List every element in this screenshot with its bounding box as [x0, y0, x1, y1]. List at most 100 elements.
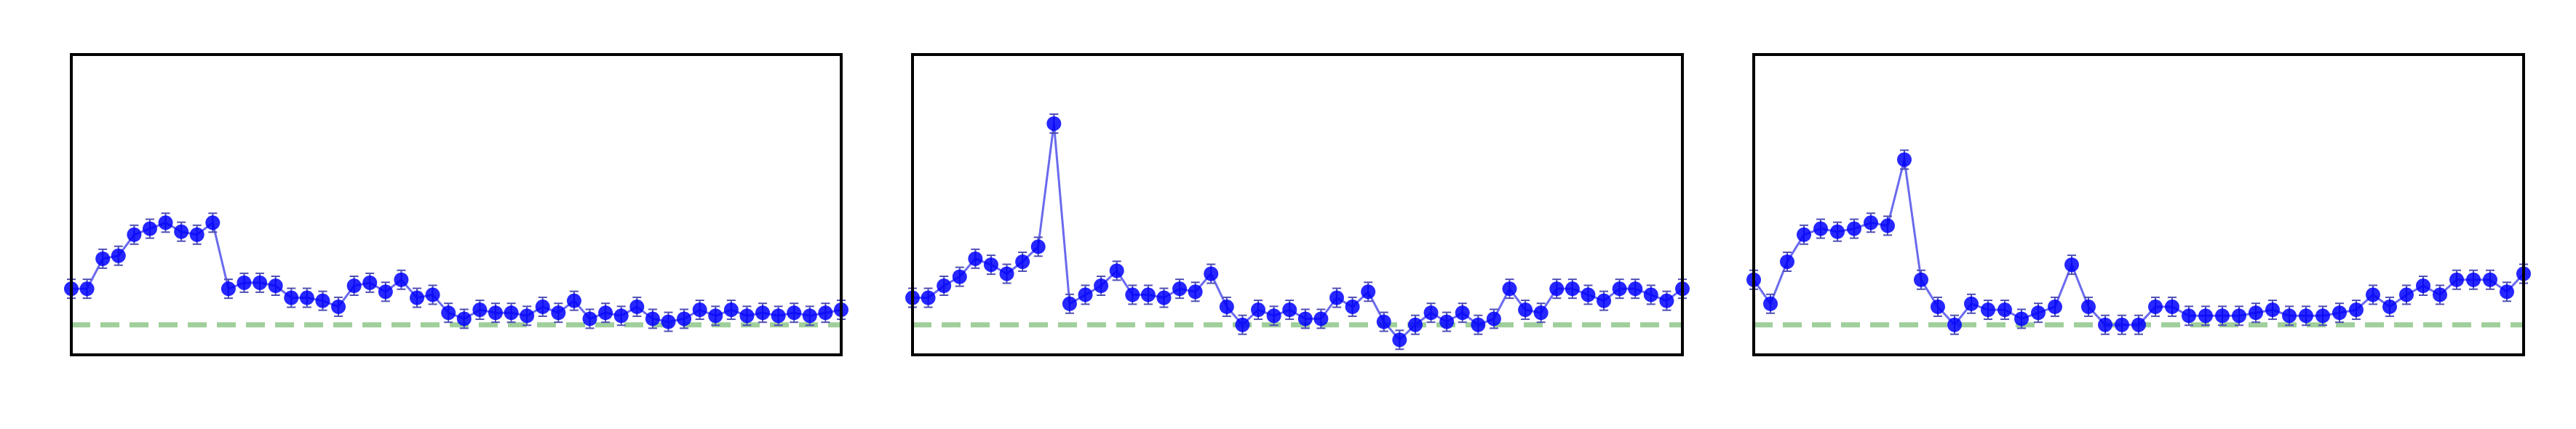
- data-point: [425, 287, 440, 302]
- data-point: [1847, 221, 1861, 236]
- data-point: [1830, 224, 1845, 239]
- data-point: [95, 251, 111, 266]
- data-point: [1518, 302, 1533, 318]
- data-point: [771, 308, 786, 324]
- data-point: [692, 302, 707, 318]
- data-point: [1329, 290, 1344, 305]
- data-point: [723, 302, 739, 318]
- data-point: [1062, 296, 1077, 311]
- data-point: [2048, 299, 2062, 314]
- data-point: [236, 275, 252, 290]
- data-point: [1266, 308, 1281, 324]
- data-point: [1140, 287, 1156, 302]
- axes-frame: [911, 53, 1684, 356]
- data-point: [2349, 302, 2364, 318]
- data-point: [1407, 317, 1423, 332]
- data-point: [362, 275, 378, 290]
- data-point: [410, 290, 425, 305]
- data-point: [127, 227, 142, 242]
- data-point: [1471, 317, 1486, 332]
- data-point: [331, 299, 346, 314]
- data-point: [2014, 311, 2029, 326]
- data-point: [2399, 287, 2414, 302]
- data-point: [488, 305, 503, 321]
- data-point: [284, 290, 299, 305]
- data-point: [2215, 308, 2230, 324]
- data-point: [598, 305, 613, 321]
- data-point: [111, 248, 126, 263]
- panel-3: [1746, 53, 2531, 356]
- data-point: [1156, 290, 1172, 305]
- data-point: [2265, 302, 2280, 318]
- axes-frame: [70, 53, 843, 356]
- data-point: [1981, 302, 1995, 318]
- data-point: [1376, 314, 1391, 329]
- data-point: [1612, 281, 1627, 297]
- data-point: [802, 308, 817, 324]
- data-point: [2182, 308, 2196, 324]
- data-point: [755, 305, 771, 321]
- data-point: [1643, 287, 1658, 302]
- data-point: [2466, 272, 2481, 287]
- data-point: [520, 308, 535, 324]
- data-point: [613, 308, 629, 324]
- data-point: [2232, 308, 2246, 324]
- data-point: [1581, 287, 1596, 302]
- data-point: [937, 278, 952, 294]
- data-point: [1931, 299, 1945, 314]
- data-point: [2483, 272, 2497, 287]
- data-point: [441, 305, 456, 321]
- data-point: [1046, 116, 1062, 131]
- data-point: [2433, 287, 2447, 302]
- data-point: [2416, 278, 2430, 294]
- data-point: [189, 227, 204, 242]
- data-point: [1078, 287, 1093, 302]
- data-point: [1345, 299, 1360, 314]
- data-point: [142, 221, 157, 236]
- data-point: [346, 278, 362, 294]
- data-point: [472, 302, 488, 318]
- data-point: [1109, 263, 1124, 278]
- data-point: [2064, 257, 2079, 273]
- data-point: [1964, 296, 1979, 311]
- data-point: [535, 299, 550, 314]
- data-point: [921, 290, 936, 305]
- data-point: [1486, 311, 1501, 326]
- data-point: [2500, 284, 2514, 300]
- data-point: [174, 224, 189, 239]
- data-point: [1880, 218, 1895, 233]
- data-point: [2332, 305, 2347, 321]
- data-point: [2115, 317, 2129, 332]
- data-point: [315, 293, 330, 308]
- data-point: [787, 305, 802, 321]
- data-point: [2148, 299, 2163, 314]
- data-point: [1313, 311, 1329, 326]
- data-point: [1204, 266, 1219, 281]
- data-point: [661, 314, 676, 329]
- data-point: [1565, 281, 1580, 297]
- data-point: [818, 305, 833, 321]
- data-point: [1897, 152, 1912, 167]
- data-point: [1219, 299, 1234, 314]
- data-point: [1094, 278, 1109, 294]
- data-point: [1597, 293, 1612, 308]
- data-point: [378, 284, 393, 300]
- data-point: [1947, 317, 1962, 332]
- data-point: [629, 299, 645, 314]
- data-point: [2299, 308, 2313, 324]
- data-point: [968, 251, 983, 266]
- data-point: [1392, 332, 1407, 348]
- data-point: [1914, 272, 1928, 287]
- data-point: [1030, 239, 1046, 254]
- data-point: [1813, 221, 1828, 236]
- data-point: [1797, 227, 1811, 242]
- data-point: [1251, 302, 1266, 318]
- data-point: [2249, 305, 2263, 321]
- data-point: [205, 215, 220, 230]
- data-point: [1172, 281, 1188, 297]
- data-point: [1780, 254, 1794, 269]
- data-point: [1549, 281, 1565, 297]
- data-point: [1763, 296, 1778, 311]
- data-point: [1282, 302, 1297, 318]
